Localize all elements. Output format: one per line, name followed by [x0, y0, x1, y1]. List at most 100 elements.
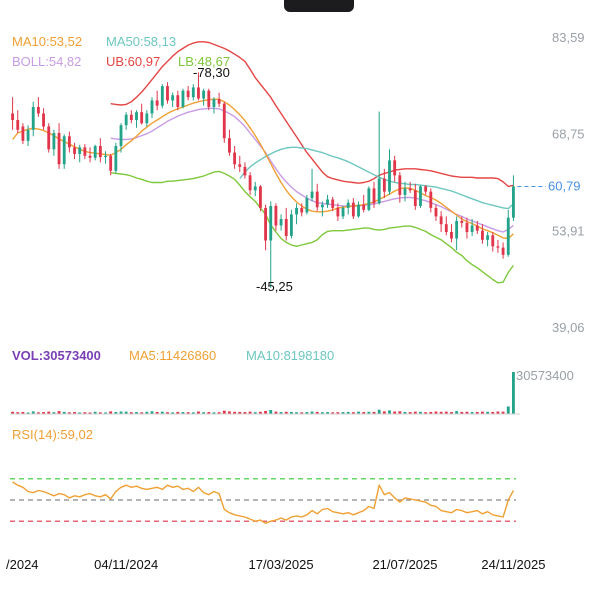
candle: [47, 123, 51, 153]
volume-bar: [506, 406, 510, 414]
candle-body: [357, 204, 360, 217]
candle: [181, 88, 185, 109]
candle: [62, 134, 66, 169]
candle-body: [140, 112, 144, 124]
candle-body: [377, 178, 381, 204]
candle-body: [501, 247, 505, 255]
candle: [336, 203, 340, 221]
price-y-tick: 53,91: [552, 223, 585, 238]
volume-bar: [388, 410, 391, 414]
volume-bar: [93, 411, 97, 414]
candle: [36, 97, 40, 117]
candle-body: [191, 87, 195, 98]
volume-bar: [393, 411, 397, 414]
candle: [31, 101, 35, 137]
volume-bars: [10, 372, 520, 415]
candle-body: [300, 207, 304, 213]
candle: [491, 232, 495, 252]
volume-bar: [331, 412, 335, 414]
candle: [42, 108, 45, 130]
volume-bar: [57, 411, 61, 414]
volume-bar: [11, 411, 15, 414]
volume-bar: [434, 411, 438, 414]
candle-body: [98, 146, 102, 158]
legend-vol: VOL:30573400: [12, 348, 101, 363]
candle: [315, 183, 319, 212]
annotation-low: -45,25: [256, 279, 293, 294]
volume-bar: [357, 411, 360, 414]
candle-body: [166, 86, 169, 101]
candle: [444, 216, 448, 236]
volume-bar: [217, 412, 221, 414]
candle: [57, 123, 61, 169]
candle: [228, 129, 231, 156]
candle: [109, 153, 113, 176]
candle: [248, 172, 252, 195]
candle: [155, 90, 159, 111]
candle: [26, 125, 30, 147]
period-selected-pill[interactable]: [284, 0, 354, 12]
candle-body: [465, 222, 469, 233]
candle-body: [78, 147, 82, 154]
candle-body: [460, 220, 464, 223]
volume-bar: [21, 411, 25, 414]
candle: [465, 217, 469, 239]
volume-bar: [26, 412, 30, 414]
candle: [222, 101, 226, 143]
candle: [486, 232, 490, 247]
candle-body: [47, 126, 51, 150]
volume-bar: [351, 412, 355, 414]
candle: [351, 198, 355, 219]
candle-body: [73, 147, 76, 154]
volume-bar: [88, 412, 92, 414]
candle-body: [11, 113, 15, 120]
candle: [93, 144, 97, 161]
volume-bar: [481, 411, 484, 414]
volume-bar: [320, 412, 324, 414]
candle-body: [150, 100, 154, 114]
candle-body: [496, 246, 500, 248]
candle-body: [279, 218, 283, 226]
candle-body: [197, 87, 200, 99]
candle-body: [372, 188, 376, 204]
candle-body: [346, 202, 350, 208]
candle: [73, 142, 76, 160]
candle: [511, 175, 515, 221]
volume-bar: [450, 412, 453, 414]
volume-bar: [212, 412, 216, 414]
candle-body: [238, 164, 242, 167]
candle-body: [88, 155, 92, 158]
candle-body: [506, 217, 510, 255]
volume-bar: [362, 412, 366, 414]
candle-body: [62, 136, 66, 165]
candle-body: [119, 125, 123, 147]
volume-bar: [372, 411, 376, 414]
candle-body: [341, 207, 345, 217]
volume-bar: [444, 411, 448, 414]
candle: [197, 72, 200, 101]
volume-bar: [160, 411, 164, 414]
price-candles: [11, 72, 515, 288]
rsi-reference-lines: [10, 478, 516, 522]
candle-body: [413, 190, 417, 206]
candle-body: [212, 99, 216, 107]
volume-bar: [73, 412, 76, 414]
candle: [129, 110, 133, 124]
candle-body: [393, 160, 397, 176]
candle: [398, 172, 402, 203]
candle: [269, 201, 273, 288]
candle-body: [434, 207, 438, 217]
volume-bar: [98, 412, 102, 414]
candle: [295, 203, 298, 225]
price-y-tick: 68,75: [552, 127, 585, 142]
candle: [419, 185, 422, 208]
candle-body: [258, 186, 262, 208]
candle: [289, 209, 293, 239]
period-selector: [284, 0, 354, 12]
x-tick-label: 17/03/2025: [249, 557, 314, 572]
volume-bar: [207, 412, 211, 414]
volume-bar: [83, 412, 87, 414]
candle-body: [160, 86, 164, 106]
candle-body: [486, 235, 490, 240]
candle-body: [207, 90, 211, 107]
